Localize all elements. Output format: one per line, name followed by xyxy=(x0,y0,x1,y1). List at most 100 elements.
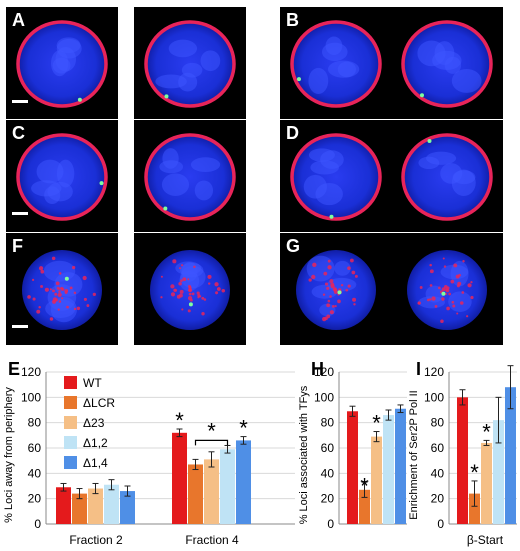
panel-label-a: A xyxy=(12,10,25,30)
chart-e-legend-label: WT xyxy=(83,376,102,390)
chart-i-category-label: β-Start xyxy=(467,533,504,547)
lamina-rim xyxy=(401,133,493,221)
panel-label-g: G xyxy=(286,236,301,256)
fish-signal xyxy=(427,139,432,144)
micro-panel-d1 xyxy=(280,120,392,232)
nucleus-image xyxy=(296,250,376,330)
chart-h-significance-star: * xyxy=(360,473,369,498)
lamina-rim xyxy=(144,20,236,108)
fish-signal xyxy=(77,97,82,102)
chart-h-ytick-label: 60 xyxy=(321,441,335,455)
chart-h-ytick-label: 120 xyxy=(314,365,334,379)
chart-e-ytick-label: 60 xyxy=(28,441,42,455)
fish-signal xyxy=(99,181,104,186)
chart-i-ytick-label: 100 xyxy=(424,390,444,404)
chart-e-ytick-label: 20 xyxy=(28,492,42,506)
chart-h-significance-star: * xyxy=(372,411,381,436)
chart-i-ylabel: Enrichment of Ser2P Pol II xyxy=(408,390,420,519)
chart-e-bar xyxy=(188,464,203,524)
chart-h-ytick-label: 40 xyxy=(321,466,335,480)
chart-i-significance-star: * xyxy=(470,460,479,485)
panel-label-f: F xyxy=(12,236,23,256)
nucleus-image xyxy=(144,20,236,108)
micro-panel-c1 xyxy=(6,120,118,232)
nucleus-image xyxy=(401,20,493,108)
chart-h: % Loci associated with TFys 0 20 40 60 80 100… xyxy=(298,365,407,531)
chart-e-legend-label: ΔLCR xyxy=(83,396,115,410)
chart-e-legend-label: Δ23 xyxy=(83,416,105,430)
chart-h-ytick-label: 0 xyxy=(327,517,334,531)
chart-e-legend-swatch xyxy=(64,436,77,449)
panel-label-b: B xyxy=(286,10,299,30)
chart-e-bar xyxy=(104,484,119,524)
fish-signal xyxy=(188,302,193,307)
micro-panel-a1 xyxy=(6,7,118,119)
nucleus-image xyxy=(407,250,487,330)
chart-e-bar xyxy=(204,459,219,524)
chart-i-bar xyxy=(457,397,468,524)
chart-e-bar xyxy=(120,491,135,524)
scale-bar-a xyxy=(12,100,28,103)
chart-e-bar xyxy=(236,440,251,524)
chart-i-ytick-label: 60 xyxy=(431,441,445,455)
chart-i-bar xyxy=(493,420,504,524)
micro-panel-b1 xyxy=(280,7,392,119)
chart-i: Enrichment of Ser2P Pol II 0 20 40 60 80 100 1… xyxy=(408,365,517,547)
chart-e-legend-label: Δ1,4 xyxy=(83,456,108,470)
chart-e-ytick-label: 0 xyxy=(34,517,41,531)
micro-panel-g1 xyxy=(280,233,392,345)
chart-e-ytick-label: 80 xyxy=(28,416,42,430)
chart-e-ytick-label: 120 xyxy=(21,365,41,379)
chart-i-ytick-label: 80 xyxy=(431,416,445,430)
micro-panel-g2 xyxy=(391,233,503,345)
fish-signal xyxy=(163,206,168,211)
chart-e-category-label: Fraction 2 xyxy=(69,533,123,547)
lamina-rim xyxy=(290,20,382,108)
chart-e: % Loci away from periphery 0 20 40 60 80 100 1… xyxy=(3,365,295,547)
chart-h-ytick-label: 80 xyxy=(321,416,335,430)
chart-e-significance-star: * xyxy=(175,408,184,433)
chart-i-ytick-label: 20 xyxy=(431,492,445,506)
chart-e-significance-star: * xyxy=(207,418,216,443)
nucleus-image xyxy=(16,20,108,108)
chart-e-legend-swatch xyxy=(64,396,77,409)
chart-e-bar xyxy=(72,493,87,524)
micro-panel-b2 xyxy=(391,7,503,119)
scale-bar-c xyxy=(12,212,28,215)
chart-e-bar xyxy=(220,449,235,524)
chart-h-bar xyxy=(371,436,382,524)
fish-signal xyxy=(419,93,424,98)
fish-signal xyxy=(64,276,69,281)
nucleus-image xyxy=(16,133,108,221)
micro-panel-d2 xyxy=(391,120,503,232)
nucleus-image xyxy=(150,250,230,330)
chart-e-legend-swatch xyxy=(64,416,77,429)
chart-h-bar xyxy=(359,489,370,524)
nucleus-image xyxy=(290,133,382,221)
chart-e-category-label: Fraction 4 xyxy=(185,533,239,547)
lamina-rim xyxy=(401,20,493,108)
panel-label-i: I xyxy=(416,359,422,379)
lamina-rim xyxy=(290,133,382,221)
chart-e-bar xyxy=(88,488,103,524)
chart-i-ytick-label: 40 xyxy=(431,466,445,480)
chart-e-significance-star: * xyxy=(239,416,248,441)
panel-label-e: E xyxy=(8,359,21,379)
nucleus-image xyxy=(401,133,493,221)
chart-e-ytick-label: 40 xyxy=(28,466,42,480)
chart-e-legend-swatch xyxy=(64,376,77,389)
chart-i-significance-star: * xyxy=(482,419,491,444)
scale-bar-f xyxy=(12,325,28,328)
chart-e-legend-swatch xyxy=(64,456,77,469)
chart-e-ytick-label: 100 xyxy=(21,390,41,404)
chart-h-ytick-label: 100 xyxy=(314,390,334,404)
fish-signal xyxy=(337,290,342,295)
fish-signal xyxy=(441,291,446,296)
nucleus-image xyxy=(290,20,382,108)
chart-e-bracket xyxy=(194,439,229,446)
chart-e-bar xyxy=(56,487,71,524)
chart-i-bar xyxy=(505,387,516,524)
chart-h-bar xyxy=(383,415,394,524)
chart-h-ytick-label: 20 xyxy=(321,492,335,506)
chart-h-bar xyxy=(347,411,358,524)
